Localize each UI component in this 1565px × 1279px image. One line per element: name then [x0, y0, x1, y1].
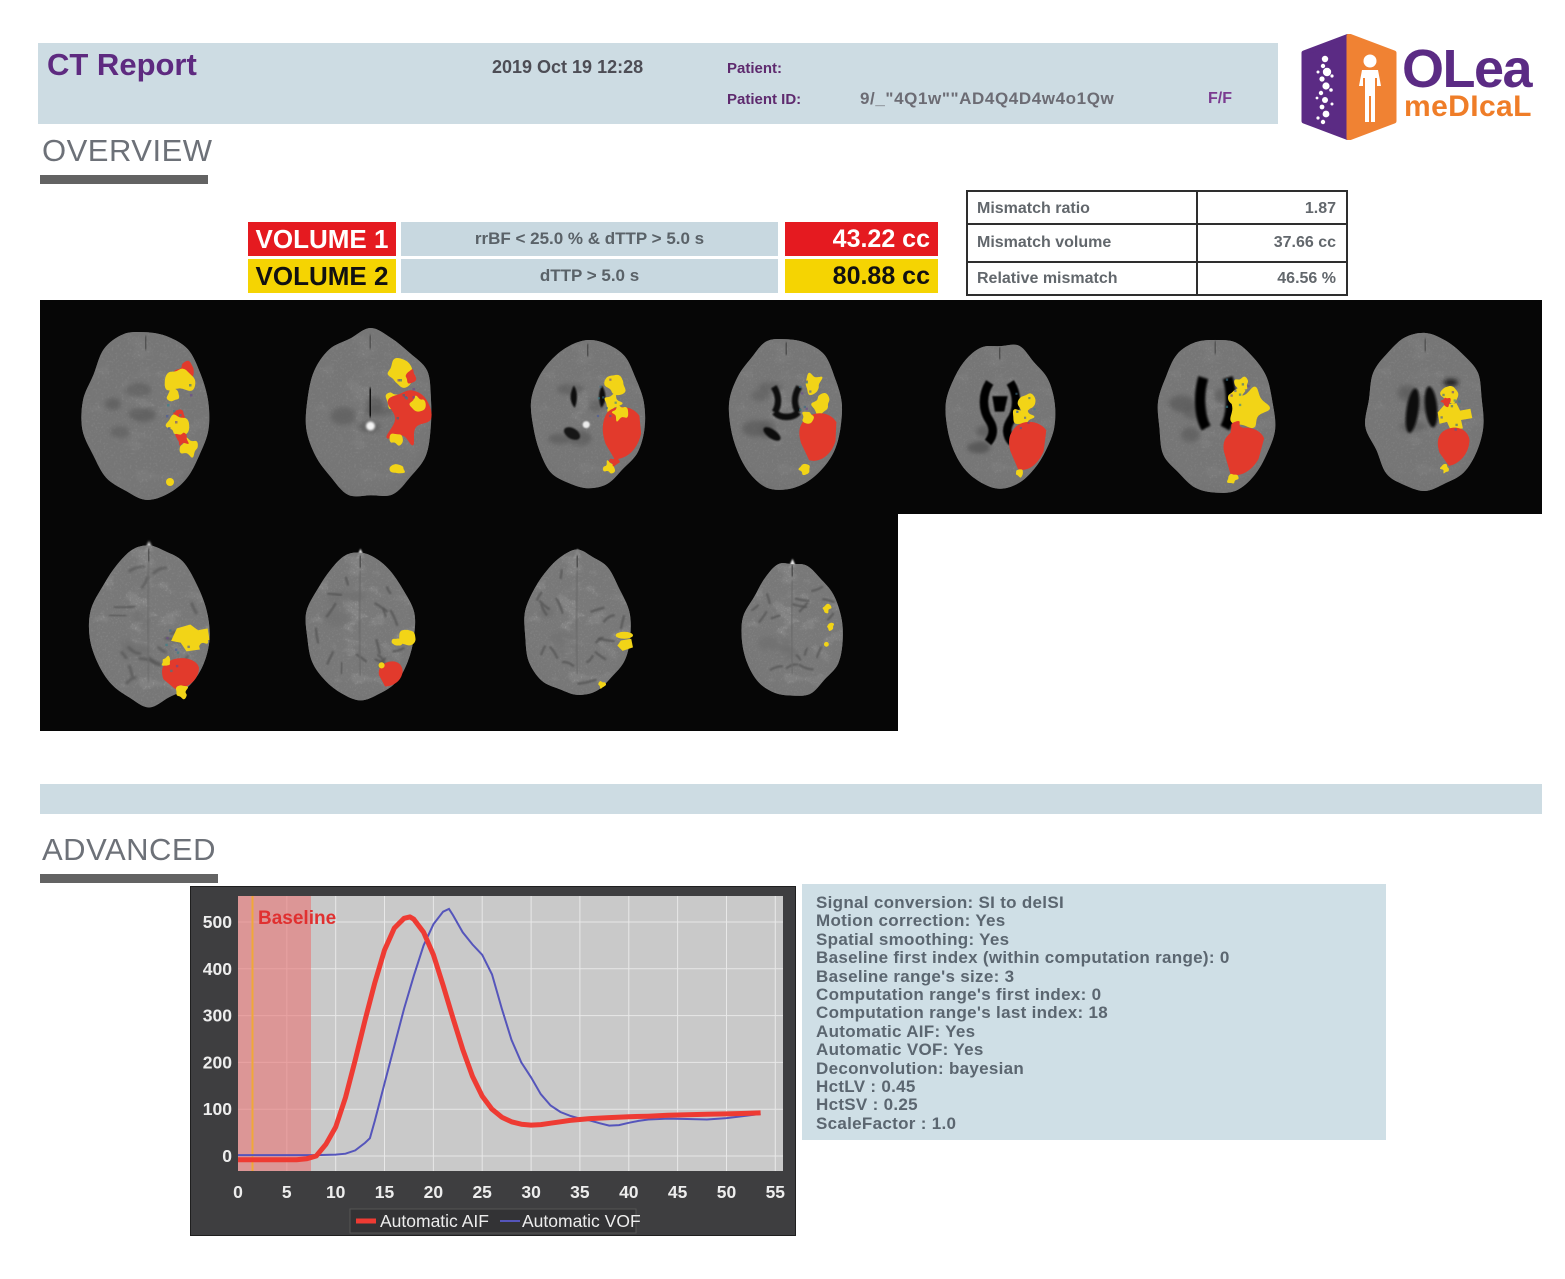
svg-text:100: 100 [203, 1099, 232, 1119]
svg-text:0: 0 [233, 1182, 243, 1202]
svg-text:Automatic AIF: Automatic AIF [380, 1211, 489, 1231]
svg-text:55: 55 [766, 1182, 786, 1202]
svg-text:35: 35 [570, 1182, 590, 1202]
svg-text:Automatic VOF: Automatic VOF [522, 1211, 641, 1231]
svg-text:50: 50 [717, 1182, 737, 1202]
svg-text:40: 40 [619, 1182, 639, 1202]
svg-text:10: 10 [326, 1182, 346, 1202]
svg-text:500: 500 [203, 912, 232, 932]
svg-text:15: 15 [375, 1182, 395, 1202]
svg-text:0: 0 [222, 1146, 232, 1166]
svg-text:200: 200 [203, 1052, 232, 1072]
svg-text:5: 5 [282, 1182, 292, 1202]
svg-text:Baseline: Baseline [258, 908, 336, 929]
svg-text:300: 300 [203, 1006, 232, 1026]
svg-text:25: 25 [472, 1182, 492, 1202]
svg-text:30: 30 [521, 1182, 541, 1202]
svg-text:45: 45 [668, 1182, 688, 1202]
svg-text:20: 20 [424, 1182, 444, 1202]
svg-text:400: 400 [203, 959, 232, 979]
